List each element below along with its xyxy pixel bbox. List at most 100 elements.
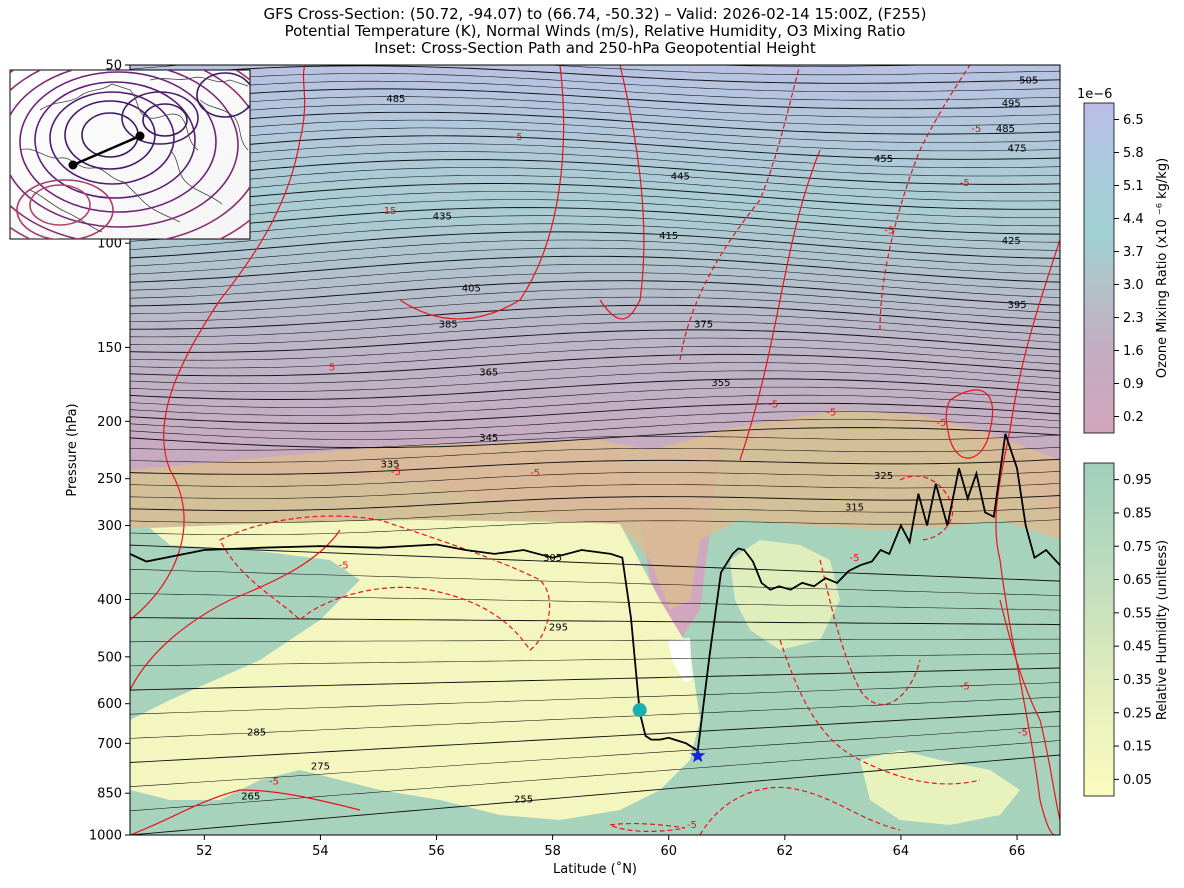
wind-labels: 15 -5 5 -5 -5 -5 -5 -5 -5 -5 -5 -5 -5 -5 -5 -5 -5: [269, 124, 1028, 831]
wind-label: -5: [884, 225, 894, 236]
title-line-1: GFS Cross-Section: (50.72, -94.07) to (6…: [263, 5, 927, 23]
ozone-colorbar-gradient: [1083, 102, 1115, 434]
isentrope: [130, 215, 1060, 243]
isentrope: [130, 296, 1060, 322]
isentrope: [130, 345, 1060, 369]
isentrope: [130, 88, 1060, 110]
colorbar-tick-label: 0.35: [1123, 673, 1152, 688]
isentrope: [130, 288, 1060, 315]
isentrope: [130, 495, 1060, 512]
wind-contour: [130, 789, 361, 835]
x-tick-label: 64: [893, 844, 910, 859]
isentrope: [130, 740, 1060, 812]
colorbar-tick-label: 2.3: [1123, 311, 1144, 326]
isentrope-label: 375: [694, 320, 713, 331]
x-tick-label: 60: [660, 844, 677, 859]
title-line-2: Potential Temperature (K), Normal Winds …: [284, 22, 906, 40]
isentrope-label: 385: [439, 320, 458, 331]
isentrope: [130, 65, 1060, 84]
wind-label: -5: [768, 400, 778, 411]
title-line-3: Inset: Cross-Section Path and 250-hPa Ge…: [374, 39, 816, 57]
isentrope: [130, 304, 1060, 330]
wind-contour: [819, 559, 921, 705]
isentrope: [130, 394, 1060, 416]
wind-contour: [679, 65, 801, 361]
ozone-colorbar-ticks: 6.5 5.8 5.1 4.4 3.7 3.0 2.3 1.6 0.9 0.2: [1114, 113, 1144, 425]
isentrope-label: 415: [659, 231, 678, 242]
colorbar-tick-label: 0.45: [1123, 640, 1152, 655]
isentrope: [130, 725, 1060, 787]
isentrope: [130, 223, 1060, 251]
isentrope: [130, 653, 1060, 667]
wind-contour: [899, 475, 954, 541]
isentrope: [130, 667, 1060, 691]
isentrope-label: 395: [1007, 300, 1026, 311]
inset-contours: [10, 70, 250, 239]
isentrope: [130, 313, 1060, 338]
isentrope-label: 255: [514, 795, 533, 806]
y-tick-label: 150: [97, 341, 122, 356]
wind-contour: [945, 389, 994, 459]
isentrope: [130, 135, 1060, 160]
y-tick-label: 850: [97, 787, 122, 802]
isentrope: [130, 321, 1060, 345]
isentrope-label: 485: [996, 124, 1015, 135]
wind-label: 5: [329, 363, 335, 374]
wind-label: -5: [687, 820, 697, 831]
isentrope: [130, 544, 1060, 582]
isentrope: [130, 370, 1060, 392]
isentrope: [130, 264, 1060, 291]
isentrope: [130, 434, 1060, 451]
isentrope: [130, 507, 1060, 523]
x-axis: 52 54 56 58 60 62 64 66: [196, 835, 1025, 859]
colorbar-tick-label: 0.2: [1123, 410, 1144, 425]
isentrope: [130, 159, 1060, 185]
isentrope: [130, 569, 1060, 596]
isentrope: [130, 682, 1060, 715]
wind-contour: [130, 529, 341, 691]
end-marker: [690, 747, 706, 763]
wind-contour: [995, 239, 1060, 835]
wind-contour: [130, 65, 306, 621]
y-tick-label: 500: [97, 650, 122, 665]
isentrope: [130, 104, 1060, 126]
colorbar-tick-label: 0.05: [1123, 773, 1152, 788]
wind-contour: [699, 786, 901, 835]
normal-wind-contours: [130, 65, 1060, 835]
colorbar-tick-label: 1.6: [1123, 344, 1144, 359]
isentrope: [130, 402, 1060, 424]
inset-path-end: [135, 131, 145, 141]
isentrope: [130, 329, 1060, 353]
isentrope: [130, 96, 1060, 118]
wind-contour: [399, 65, 565, 320]
wind-label: -5: [391, 467, 401, 478]
isentrope-label: 325: [874, 471, 893, 482]
isentrope: [130, 362, 1060, 384]
isentrope: [130, 167, 1060, 193]
isentrope-label: 495: [1002, 99, 1021, 110]
isentrope: [130, 337, 1060, 361]
wind-label: -5: [269, 776, 279, 787]
isentrope-label: 485: [386, 94, 405, 105]
colorbar-tick-label: 0.95: [1123, 473, 1152, 488]
isentrope-label: 275: [311, 762, 330, 773]
x-tick-label: 58: [544, 844, 561, 859]
isentrope: [130, 754, 1060, 835]
wind-label: 15: [384, 206, 397, 217]
colorbar-tick-label: 0.15: [1123, 740, 1152, 755]
isentrope: [130, 427, 1060, 449]
x-tick-label: 56: [428, 844, 445, 859]
y-tick-label: 200: [97, 415, 122, 430]
isentrope-label: 315: [845, 502, 864, 513]
isentrope: [130, 55, 1060, 58]
isentrope: [130, 65, 1060, 76]
y-tick-label: 1000: [89, 829, 122, 844]
isentrope: [130, 411, 1060, 432]
isentrope: [130, 353, 1060, 377]
rh-dry-tongue: [130, 520, 700, 820]
wind-label: -5: [826, 408, 836, 419]
isentrope: [130, 199, 1060, 227]
wind-label: -5: [937, 418, 947, 429]
isentrope-label: 285: [247, 728, 266, 739]
y-tick-label: 400: [97, 593, 122, 608]
